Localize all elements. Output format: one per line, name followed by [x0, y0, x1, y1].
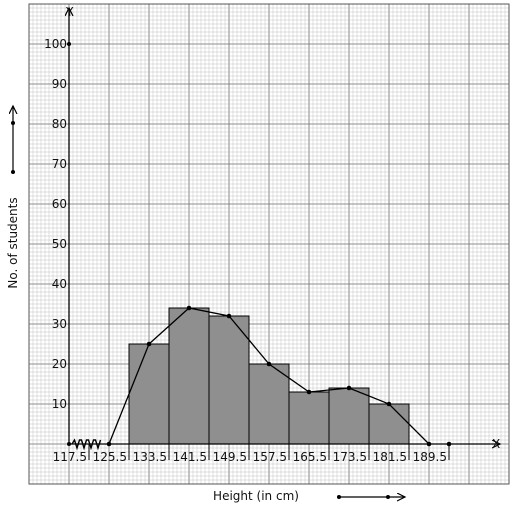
- origin-point: [67, 442, 71, 446]
- y-tick-label: 70: [52, 157, 67, 171]
- axis-break-symbol: [71, 438, 102, 451]
- x-tick-label: 189.5: [413, 450, 447, 464]
- histogram-bar: [168, 307, 210, 445]
- polygon-point: [106, 441, 112, 447]
- polygon-point: [226, 313, 232, 319]
- y-tick-label: 60: [52, 197, 67, 211]
- polygon-point: [386, 401, 392, 407]
- y-tick-label: 80: [52, 117, 67, 131]
- y-tick-label: 30: [52, 317, 67, 331]
- polygon-point: [266, 361, 272, 367]
- y-axis-top-point: [67, 42, 71, 46]
- histogram-bar: [368, 403, 410, 445]
- x-direction-arrow: [337, 495, 405, 499]
- x-tick-label: 149.5: [213, 450, 247, 464]
- x-tick-label: 117.5: [53, 450, 87, 464]
- x-tick-label: 141.5: [173, 450, 207, 464]
- y-tick-label: 50: [52, 237, 67, 251]
- y-tick-label: 20: [52, 357, 67, 371]
- y-tick-label: 100: [44, 37, 67, 51]
- histogram-bars: [128, 307, 410, 445]
- histogram-bar: [248, 363, 290, 445]
- polygon-point: [346, 385, 352, 391]
- histogram-bar: [128, 343, 170, 445]
- tick-labels: 117.5 125.5 133.5 141.5 149.5 157.5 165.5 173.5…: [44, 37, 450, 464]
- y-tick-label: 90: [52, 77, 67, 91]
- x-tick-label: 157.5: [253, 450, 287, 464]
- y-axis-title: No. of students: [6, 197, 20, 288]
- x-axis-letter: X: [492, 437, 500, 451]
- y-tick-label: 10: [52, 397, 67, 411]
- x-axis-title: Height (in cm): [213, 489, 299, 503]
- polygon-point: [146, 341, 152, 347]
- y-axis-letter: Y: [65, 5, 74, 19]
- y-tick-label: 40: [52, 277, 67, 291]
- polygon-point: [426, 441, 432, 447]
- x-tick-label: 125.5: [93, 450, 127, 464]
- polygon-point: [186, 305, 192, 311]
- histogram-bar: [328, 387, 370, 445]
- histogram-bar: [208, 315, 250, 445]
- x-tick-label: 173.5: [333, 450, 367, 464]
- histogram-bar: [288, 391, 330, 445]
- x-tick-label: 133.5: [133, 450, 167, 464]
- x-tick-label: 181.5: [373, 450, 407, 464]
- y-direction-arrow: [11, 106, 15, 174]
- polygon-point: [306, 389, 312, 395]
- x-tick-label: 165.5: [293, 450, 327, 464]
